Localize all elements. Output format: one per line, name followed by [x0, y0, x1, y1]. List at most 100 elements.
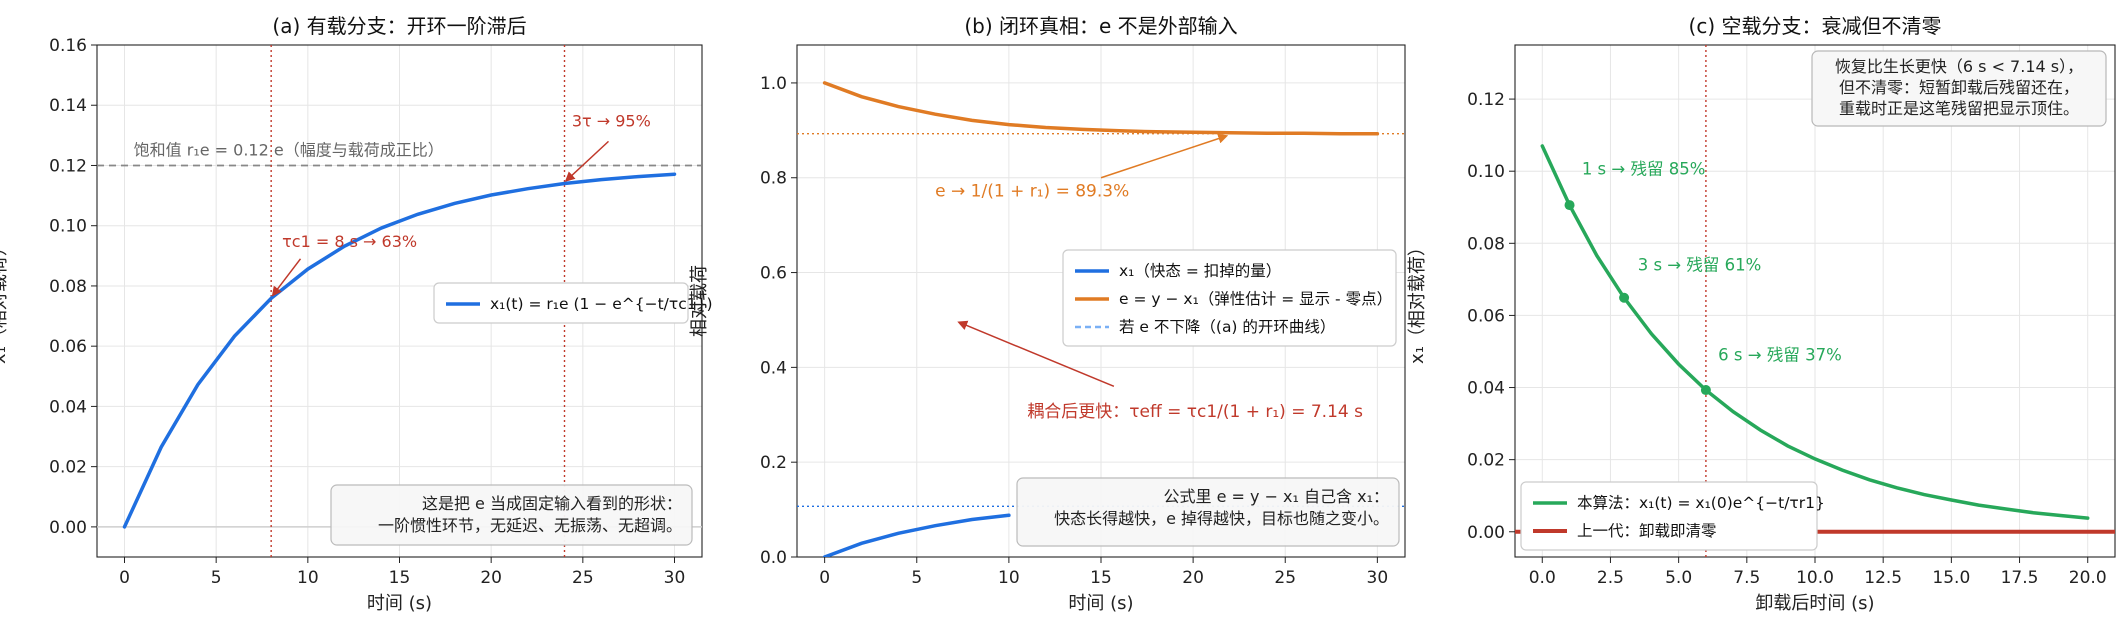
- y-tick-label: 0.10: [1467, 162, 1505, 182]
- x-tick-label: 12.5: [1864, 568, 1902, 588]
- x-tick-label: 0.0: [1529, 568, 1556, 588]
- y-axis-label: 相对载荷: [689, 265, 710, 337]
- note-text: 恢复比生长更快（6 s < 7.14 s），: [1835, 57, 2083, 76]
- note-box: [1811, 50, 2107, 127]
- y-tick-label: 0.2: [760, 453, 787, 473]
- tau-label: τc1 = 8 s → 63%: [282, 232, 417, 251]
- legend-label: x₁（快态 = 扣掉的量）: [1119, 262, 1281, 280]
- x1-curve: [822, 513, 1011, 557]
- x-axis-label: 卸载后时间 (s): [1755, 593, 1874, 614]
- legend-b: x₁（快态 = 扣掉的量） e = y − x₁（弹性估计 = 显示 - 零点） 若…: [1062, 249, 1397, 347]
- note-box: [330, 484, 693, 546]
- y-tick-label: 0.4: [760, 358, 787, 378]
- e-limit-label: e → 1/(1 + r₁) = 89.3%: [935, 182, 1129, 202]
- chart-title: (a) 有载分支：开环一阶滞后: [272, 14, 526, 38]
- note-text: 但不清零：短暂卸载后残留还在，: [1839, 78, 2079, 97]
- x-tick-label: 15: [389, 568, 411, 588]
- y-tick-label: 0.06: [1467, 306, 1505, 326]
- panel-c: 0.0 2.5 5.0 7.5 10.0 12.5 15.0 17.5 20.0 0.00 0.02…: [1407, 14, 2116, 614]
- plot-frame: [796, 44, 1406, 558]
- x-axis-label: 时间 (s): [367, 593, 432, 614]
- y-axis-label: x₁（相对载荷）: [0, 238, 10, 364]
- legend-label: e = y − x₁（弹性估计 = 显示 - 零点）: [1119, 290, 1392, 308]
- marker-label: 1 s → 残留 85%: [1582, 159, 1706, 178]
- y-tick-label: 0.6: [760, 264, 787, 284]
- y-axis-label: x₁（相对载荷）: [1407, 238, 1428, 364]
- chart-title: (c) 空载分支：衰减但不清零: [1689, 14, 1942, 38]
- y-tick-label: 0.8: [760, 169, 787, 189]
- decay-curve: [1540, 144, 2090, 520]
- x-tick-label: 0: [119, 568, 130, 588]
- note-text: 公式里 e = y − x₁ 自己含 x₁：: [1164, 487, 1390, 506]
- x-tick-label: 20.0: [2069, 568, 2107, 588]
- x-tick-label: 17.5: [2001, 568, 2039, 588]
- x-tick-label: 30: [664, 568, 686, 588]
- y-tick-label: 0.16: [49, 36, 87, 56]
- x-axis-label: 时间 (s): [1068, 593, 1133, 614]
- teff-arrow: [957, 320, 1115, 388]
- x-tick-label: 15: [1090, 568, 1112, 588]
- y-tick-label: 0.02: [1467, 451, 1505, 471]
- x-tick-label: 25: [572, 568, 594, 588]
- x-tick-label: 0: [819, 568, 830, 588]
- three-tau-label: 3τ → 95%: [572, 111, 651, 130]
- chart-title: (b) 闭环真相：e 不是外部输入: [964, 14, 1237, 38]
- note-b: 公式里 e = y − x₁ 自己含 x₁： 快态长得越快，e 掉得越快，目标也随…: [1016, 477, 1400, 547]
- marker-point: [1564, 200, 1575, 211]
- y-tick-label: 0.10: [49, 217, 87, 237]
- note-text: 这是把 e 当成固定输入看到的形状：: [422, 494, 682, 513]
- three-tau-arrow: [564, 140, 610, 182]
- legend-label: 上一代：卸载即清零: [1577, 522, 1717, 540]
- note-box: [1016, 477, 1400, 547]
- x-tick-label: 25: [1274, 568, 1296, 588]
- y-tick-label: 0.04: [49, 397, 87, 417]
- y-tick-label: 0.06: [49, 337, 87, 357]
- x-tick-label: 5: [211, 568, 222, 588]
- x-tick-label: 7.5: [1733, 568, 1760, 588]
- x-tick-label: 20: [480, 568, 502, 588]
- x-tick-label: 15.0: [1932, 568, 1970, 588]
- e-limit-arrow: [1100, 133, 1229, 179]
- note-text: 快态长得越快，e 掉得越快，目标也随之变小。: [1054, 509, 1389, 528]
- y-tick-label: 0.08: [1467, 234, 1505, 254]
- marker-point: [1619, 292, 1630, 303]
- legend-frame: [1062, 249, 1397, 347]
- plot-frame: [96, 44, 703, 558]
- marker-label: 6 s → 残留 37%: [1718, 345, 1842, 364]
- legend-label: 若 e 不下降（(a) 的开环曲线）: [1119, 318, 1335, 336]
- legend-frame: [433, 282, 689, 324]
- x-tick-label: 30: [1367, 568, 1389, 588]
- x1-curve: [122, 172, 677, 529]
- x-tick-label: 10: [297, 568, 319, 588]
- x-tick-label: 10: [998, 568, 1020, 588]
- x-tick-label: 5: [911, 568, 922, 588]
- y-tick-label: 0.12: [1467, 90, 1505, 110]
- x-tick-label: 2.5: [1597, 568, 1624, 588]
- x-tick-label: 10.0: [1796, 568, 1834, 588]
- teff-label: 耦合后更快：τeff = τc1/(1 + r₁) = 7.14 s: [1027, 402, 1363, 422]
- y-tick-label: 0.14: [49, 96, 87, 116]
- y-tick-label: 0.04: [1467, 379, 1505, 399]
- y-tick-label: 0.00: [49, 518, 87, 538]
- y-tick-label: 0.0: [760, 548, 787, 568]
- note-text: 重载时正是这笔残留把显示顶住。: [1839, 99, 2079, 118]
- note-text: 一阶惯性环节，无延迟、无振荡、无超调。: [378, 516, 682, 535]
- y-tick-label: 0.02: [49, 458, 87, 478]
- tau-arrow: [271, 258, 302, 297]
- legend-c: 本算法：x₁(t) = x₁(0)e^{−t/τr1} 上一代：卸载即清零: [1520, 481, 1825, 551]
- y-tick-label: 1.0: [760, 74, 787, 94]
- y-tick-label: 0.00: [1467, 523, 1505, 543]
- panel-b: 0 5 10 15 20 25 30 0.0 0.2 0.4 0.6 0.8 1.0 (b) 闭环真相：e…: [689, 14, 1406, 614]
- marker-label: 3 s → 残留 61%: [1638, 256, 1762, 275]
- legend-a: x₁(t) = r₁e (1 − e^{−t/τc1}): [433, 282, 713, 324]
- legend-label: x₁(t) = r₁e (1 − e^{−t/τc1}): [490, 295, 713, 313]
- note-a: 这是把 e 当成固定输入看到的形状： 一阶惯性环节，无延迟、无振荡、无超调。: [330, 484, 693, 546]
- x-tick-label: 5.0: [1665, 568, 1692, 588]
- panel-a: 0 5 10 15 20 25 30 0.00 0.02 0.04 0.06 0.08 0.10 0.12…: [0, 14, 713, 614]
- y-tick-label: 0.12: [49, 156, 87, 176]
- legend-label: 本算法：x₁(t) = x₁(0)e^{−t/τr1}: [1577, 493, 1825, 512]
- x-tick-label: 20: [1182, 568, 1204, 588]
- note-c: 恢复比生长更快（6 s < 7.14 s）， 但不清零：短暂卸载后残留还在， 重载时…: [1811, 50, 2107, 127]
- saturation-label: 饱和值 r₁e = 0.12 e（幅度与载荷成正比）: [134, 140, 444, 159]
